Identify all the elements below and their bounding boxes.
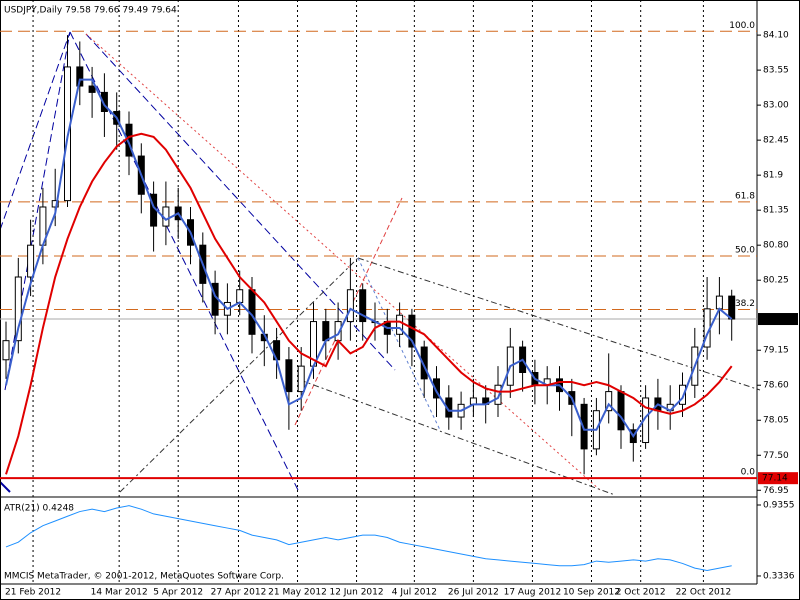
candle-body xyxy=(679,384,686,405)
trendline xyxy=(0,481,11,493)
fib-label: 100.0 xyxy=(729,21,755,31)
candle-body xyxy=(715,295,723,310)
x-tick-label: 21 May 2012 xyxy=(268,588,327,598)
candle-body xyxy=(100,91,108,112)
y-tick-label: 0.3336 xyxy=(763,571,795,581)
x-tick-label: 2 Oct 2012 xyxy=(616,588,666,598)
candle-body xyxy=(285,359,293,393)
x-tick-label: 17 Aug 2012 xyxy=(504,588,562,598)
x-tick-label: 14 Mar 2012 xyxy=(91,588,148,598)
candle-body xyxy=(494,384,502,405)
candle-body xyxy=(580,403,588,450)
y-tick-label: 78.60 xyxy=(763,381,789,391)
candle-body xyxy=(27,244,35,278)
candle-body xyxy=(236,289,244,303)
y-tick-label: 84.10 xyxy=(763,31,789,41)
footer: MMCIS MetaTrader, © 2001-2012, MetaQuote… xyxy=(4,572,284,582)
candle-body xyxy=(396,314,404,335)
y-tick-label: 77.50 xyxy=(763,451,789,461)
y-tick-label: 83.55 xyxy=(763,66,789,76)
y-tick-label: 82.45 xyxy=(763,136,789,146)
x-tick-label: 4 Jul 2012 xyxy=(392,588,437,598)
indicator-title: ATR(21) 0.4248 xyxy=(4,504,74,514)
chart-title: USDJPY,Daily 79.58 79.66 79.49 79.64 xyxy=(4,6,177,16)
moving-average xyxy=(5,132,733,475)
candle-body xyxy=(605,391,613,412)
candle-body xyxy=(433,378,440,399)
y-tick-label: 83.00 xyxy=(763,101,789,111)
candle-body xyxy=(2,340,10,361)
candle-body xyxy=(322,321,330,342)
candle-body xyxy=(408,314,416,348)
candle-body xyxy=(728,295,736,320)
candle-body xyxy=(51,200,59,208)
y-tick-label: 81.35 xyxy=(763,206,789,216)
price-box-label: 79.64 xyxy=(762,315,788,325)
fib-label: 0.0 xyxy=(741,468,756,478)
price-box xyxy=(758,313,798,326)
y-tick-label: 80.25 xyxy=(763,276,789,286)
candle-body xyxy=(346,289,354,323)
candle-body xyxy=(88,85,96,93)
x-tick-label: 21 Feb 2012 xyxy=(5,588,61,598)
candle-body xyxy=(359,289,367,323)
price-box xyxy=(758,472,798,485)
x-tick-label: 22 Oct 2012 xyxy=(676,588,732,598)
x-tick-label: 10 Sep 2012 xyxy=(563,588,620,598)
atr-line xyxy=(5,505,732,572)
price-box-label: 77.14 xyxy=(762,474,788,484)
x-tick-label: 12 Jun 2012 xyxy=(329,588,383,598)
fib-label: 38.2 xyxy=(735,299,755,309)
fib-label: 50.0 xyxy=(735,246,755,256)
candle-body xyxy=(420,346,428,380)
trendline xyxy=(0,31,71,231)
y-tick-label: 76.95 xyxy=(763,486,789,496)
candle-body xyxy=(14,276,22,342)
y-tick-label: 79.15 xyxy=(763,346,789,356)
y-tick-label: 78.05 xyxy=(763,416,789,426)
x-tick-label: 27 Apr 2012 xyxy=(211,588,267,598)
x-tick-label: 26 Jul 2012 xyxy=(448,588,499,598)
candle-body xyxy=(76,66,84,87)
x-tick-label: 5 Apr 2012 xyxy=(153,588,203,598)
candle-body xyxy=(617,391,625,431)
y-tick-label: 81.9 xyxy=(763,171,783,181)
trendline xyxy=(357,257,441,431)
fib-label: 61.8 xyxy=(735,191,755,201)
y-tick-label: 80.80 xyxy=(763,241,789,251)
trendline xyxy=(294,197,403,426)
y-tick-label: 0.9355 xyxy=(763,501,795,511)
candle-body xyxy=(297,365,305,393)
